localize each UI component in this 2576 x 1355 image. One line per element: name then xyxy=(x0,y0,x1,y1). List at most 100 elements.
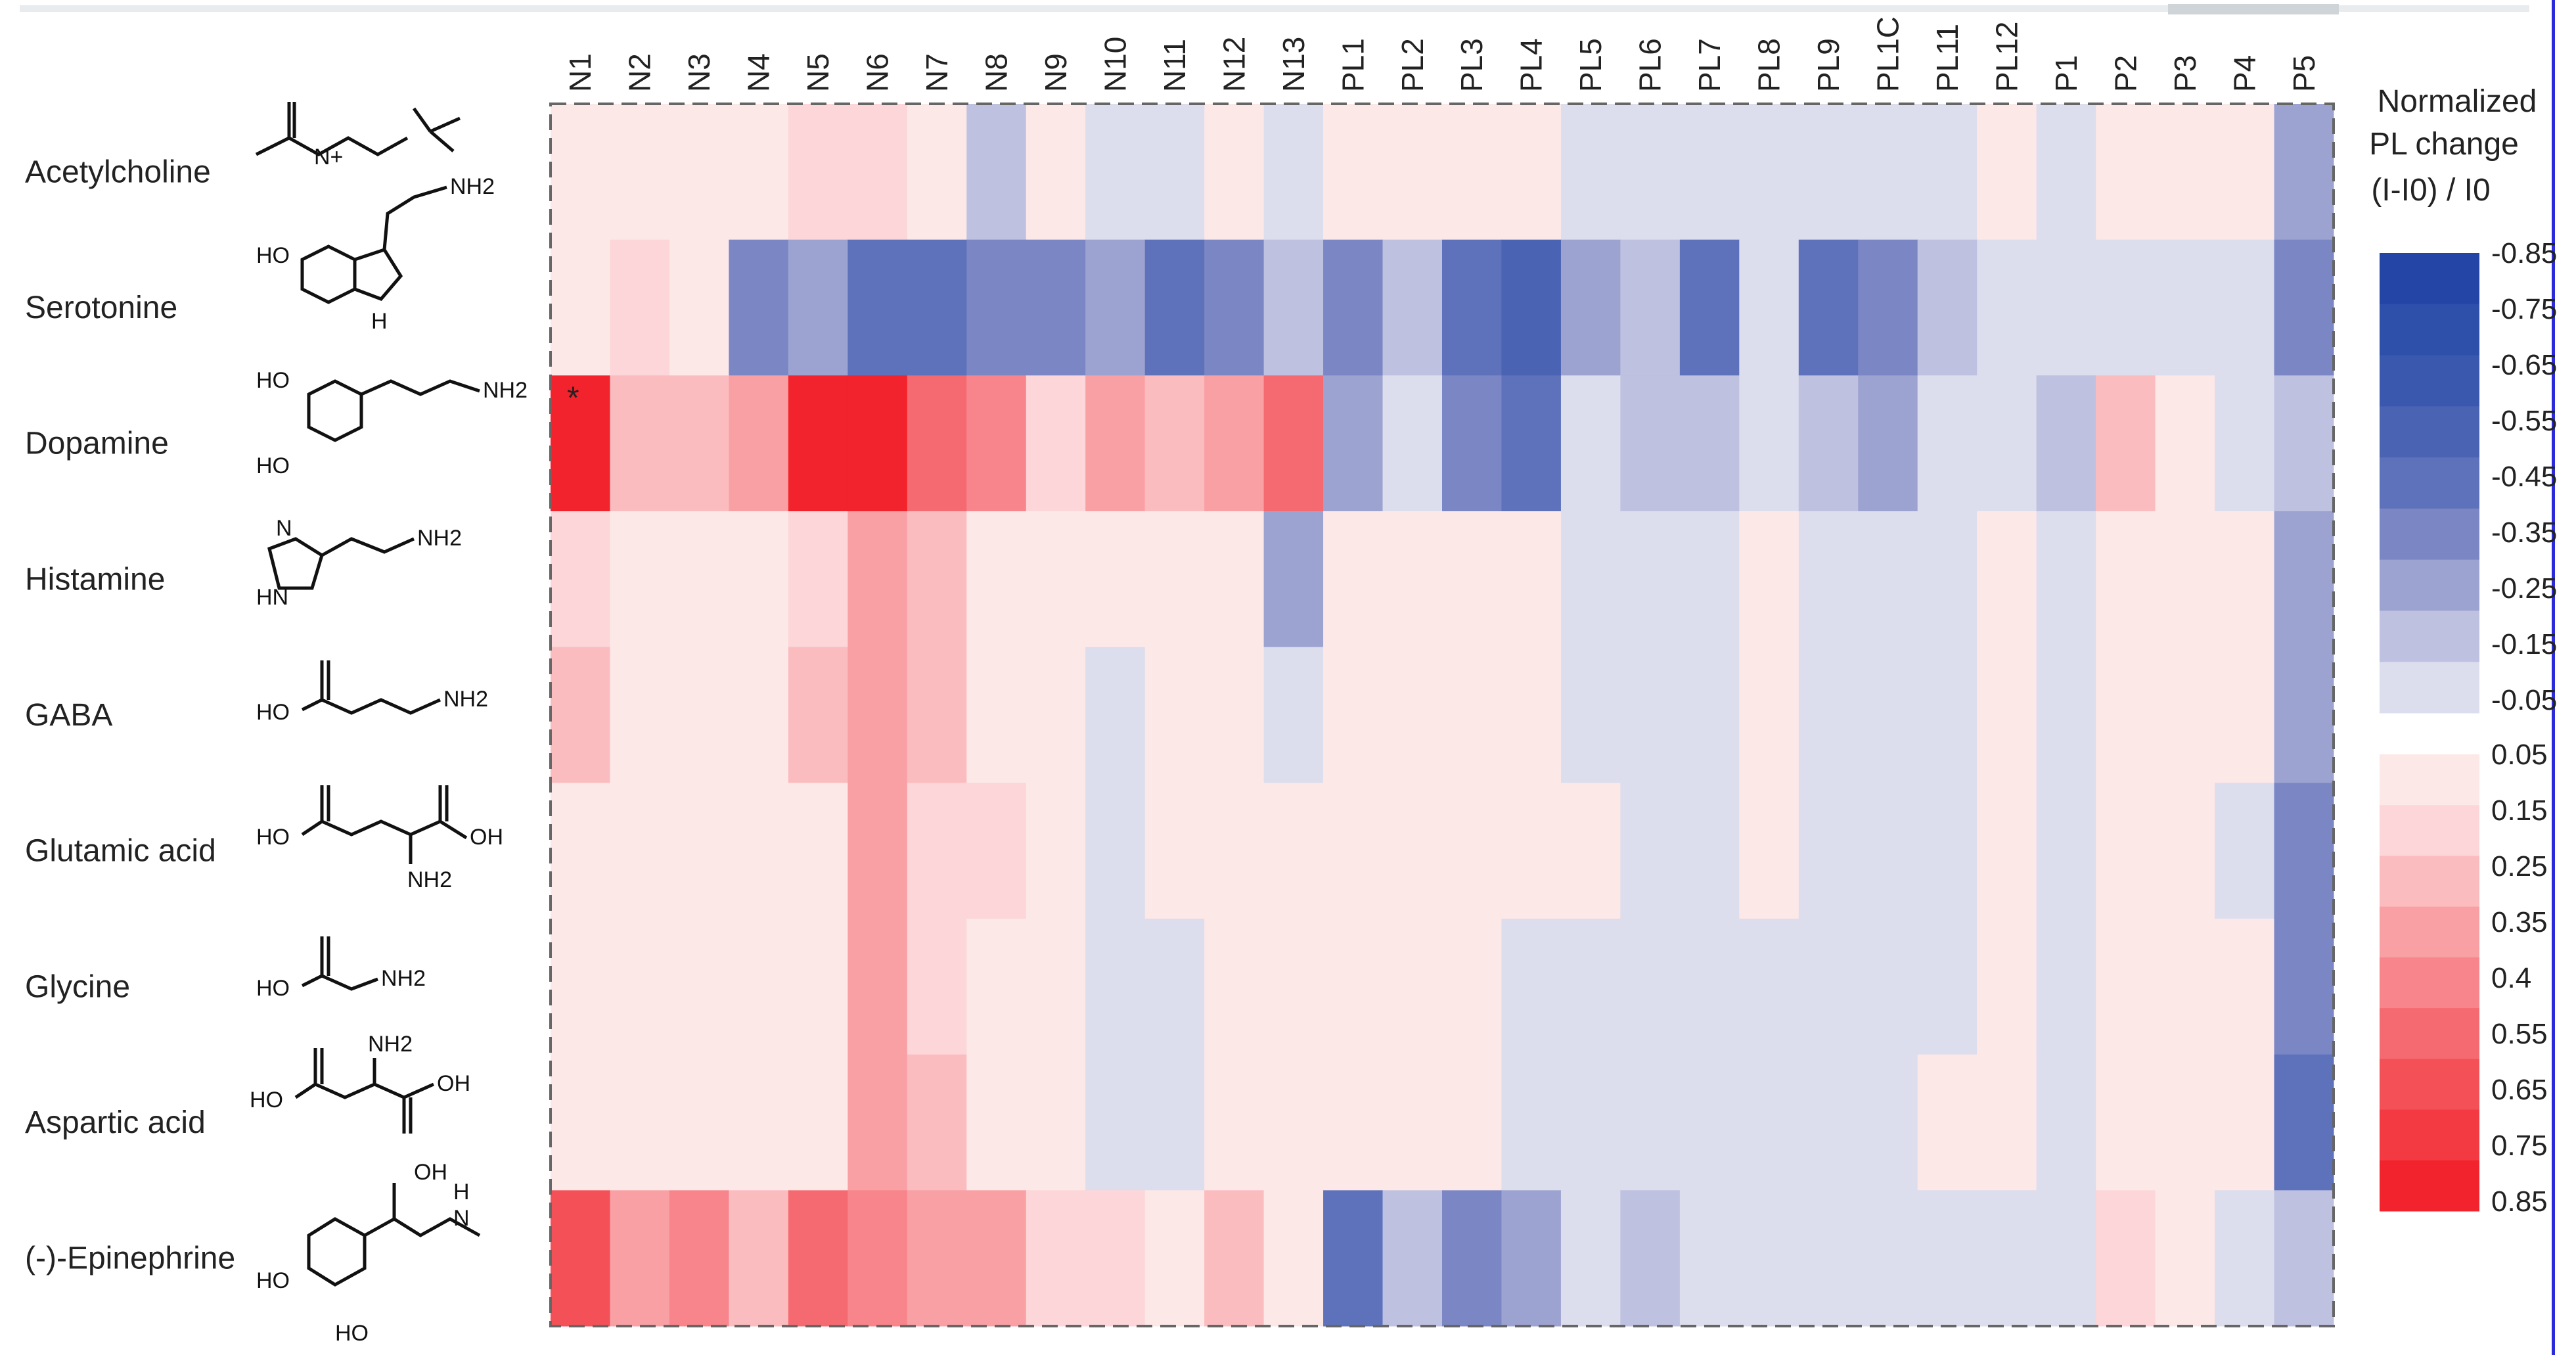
heatmap-cell xyxy=(2215,375,2275,512)
legend-tick-label: -0.45 xyxy=(2491,461,2557,493)
heatmap-cell xyxy=(551,104,610,241)
column-label: PL1C xyxy=(1871,16,1905,92)
heatmap-cell xyxy=(2036,375,2096,512)
heatmap-cell xyxy=(788,783,848,919)
heatmap-cell xyxy=(1977,511,2037,648)
heatmap-cell xyxy=(1858,375,1918,512)
heatmap-cell xyxy=(1798,1054,1859,1191)
heatmap-cell xyxy=(1026,1190,1086,1327)
heatmap-cell xyxy=(1144,783,1205,919)
heatmap-cell xyxy=(1144,919,1205,1055)
heatmap-cell xyxy=(1501,239,1562,376)
heatmap-cell xyxy=(1323,919,1384,1055)
heatmap-cell xyxy=(1204,1054,1265,1191)
heatmap-cell xyxy=(788,511,848,648)
heatmap-cell xyxy=(1917,783,1977,919)
heatmap-cell xyxy=(2155,511,2215,648)
row-label: Aspartic acid xyxy=(25,1105,206,1140)
heatmap-cell xyxy=(1560,104,1621,241)
column-label: PL1 xyxy=(1336,38,1370,92)
legend-title-line-1: Normalized xyxy=(2378,84,2537,119)
dopamine-ho-2: HO xyxy=(256,453,290,478)
heatmap-cell xyxy=(1204,104,1265,241)
heatmap-cell xyxy=(1085,1190,1146,1327)
glutamic-nh2: NH2 xyxy=(407,867,452,892)
legend-tick-label: 0.35 xyxy=(2491,906,2548,938)
heatmap-cell xyxy=(2274,104,2334,241)
column-label: N7 xyxy=(920,53,954,92)
column-label: P4 xyxy=(2227,55,2261,92)
heatmap-cell xyxy=(1977,647,2037,783)
heatmap-cell xyxy=(1144,375,1205,512)
glutamic-ho: HO xyxy=(256,825,290,850)
epinephrine-structure: HO HO OH H N xyxy=(256,1160,481,1346)
serotonine-nh2: NH2 xyxy=(450,174,495,199)
heatmap-cell xyxy=(788,647,848,783)
heatmap-cell xyxy=(1560,647,1621,783)
heatmap-cell xyxy=(907,647,967,783)
heatmap-cell xyxy=(1382,104,1443,241)
legend-tick-label: -0.65 xyxy=(2491,349,2557,381)
row-labels: Acetylcholine Serotonine Dopamine Histamine… xyxy=(25,154,235,1275)
heatmap-cell xyxy=(2155,919,2215,1055)
heatmap-cell xyxy=(1560,239,1621,376)
heatmap-cell xyxy=(1917,1190,1977,1327)
heatmap-cell xyxy=(2274,647,2334,783)
heatmap-cell xyxy=(1917,104,1977,241)
heatmap-cell xyxy=(1917,647,1977,783)
glycine-ho: HO xyxy=(256,976,290,1001)
heatmap-cell xyxy=(729,511,789,648)
heatmap-cell xyxy=(1977,783,2037,919)
legend-swatch xyxy=(2380,610,2479,662)
gaba-nh2: NH2 xyxy=(443,687,488,712)
column-label: PL11 xyxy=(1930,24,1964,92)
heatmap-cell xyxy=(1323,239,1384,376)
heatmap-cell xyxy=(1679,511,1740,648)
heatmap-cell xyxy=(1442,1054,1502,1191)
heatmap-cell xyxy=(1858,1054,1918,1191)
heatmap-cell xyxy=(847,511,908,648)
legend-swatch xyxy=(2380,1008,2479,1059)
heatmap-cell xyxy=(669,375,729,512)
heatmap-cell xyxy=(1560,919,1621,1055)
heatmap-cell xyxy=(1263,239,1324,376)
legend-positive-scale: 0.05 0.15 0.25 0.35 0.4 0.55 0.65 0.75 0.85 xyxy=(2380,739,2548,1218)
legend-tick-label: -0.85 xyxy=(2491,237,2557,269)
heatmap-cell xyxy=(729,239,789,376)
row-label: Glycine xyxy=(25,969,130,1004)
glutamic-oh: OH xyxy=(470,825,503,850)
legend-tick-label: 0.05 xyxy=(2491,739,2548,771)
heatmap-cell xyxy=(1263,1190,1324,1327)
heatmap-frame xyxy=(549,103,2335,1327)
heatmap-cell xyxy=(788,1190,848,1327)
row-label: Glutamic acid xyxy=(25,834,216,869)
cropped-text-fragments xyxy=(20,4,2529,14)
heatmap-cell xyxy=(2155,239,2215,376)
window-edge-bar xyxy=(2552,0,2555,1355)
molecule-structures: N+ HO NH2 H HO HO NH2 N HN NH2 HO NH2 xyxy=(250,102,528,1346)
column-label: N12 xyxy=(1217,37,1251,92)
row-label: Histamine xyxy=(25,562,165,597)
heatmap-cell xyxy=(2215,239,2275,376)
heatmap-cell xyxy=(1026,104,1086,241)
heatmap-cell xyxy=(1620,647,1681,783)
heatmap-cell xyxy=(1442,375,1502,512)
heatmap-cell xyxy=(907,1054,967,1191)
heatmap-cell xyxy=(2036,104,2096,241)
heatmap-cell xyxy=(1501,511,1562,648)
legend-swatch xyxy=(2380,856,2479,907)
heatmap-cell xyxy=(847,239,908,376)
heatmap-cell xyxy=(847,1190,908,1327)
heatmap-cell xyxy=(1204,511,1265,648)
color-legend: Normalized PL change (I-I0) / I0 -0.85-0… xyxy=(2369,84,2557,1218)
heatmap-cell xyxy=(1977,375,2037,512)
heatmap-cell xyxy=(669,239,729,376)
column-label: N13 xyxy=(1277,37,1311,92)
heatmap-cell xyxy=(1263,919,1324,1055)
heatmap-cell xyxy=(2036,511,2096,648)
heatmap-cell xyxy=(2096,1054,2156,1191)
heatmap-cell xyxy=(1085,239,1146,376)
legend-swatch xyxy=(2380,304,2479,356)
heatmap-cell xyxy=(610,239,670,376)
row-label: Acetylcholine xyxy=(25,154,211,189)
